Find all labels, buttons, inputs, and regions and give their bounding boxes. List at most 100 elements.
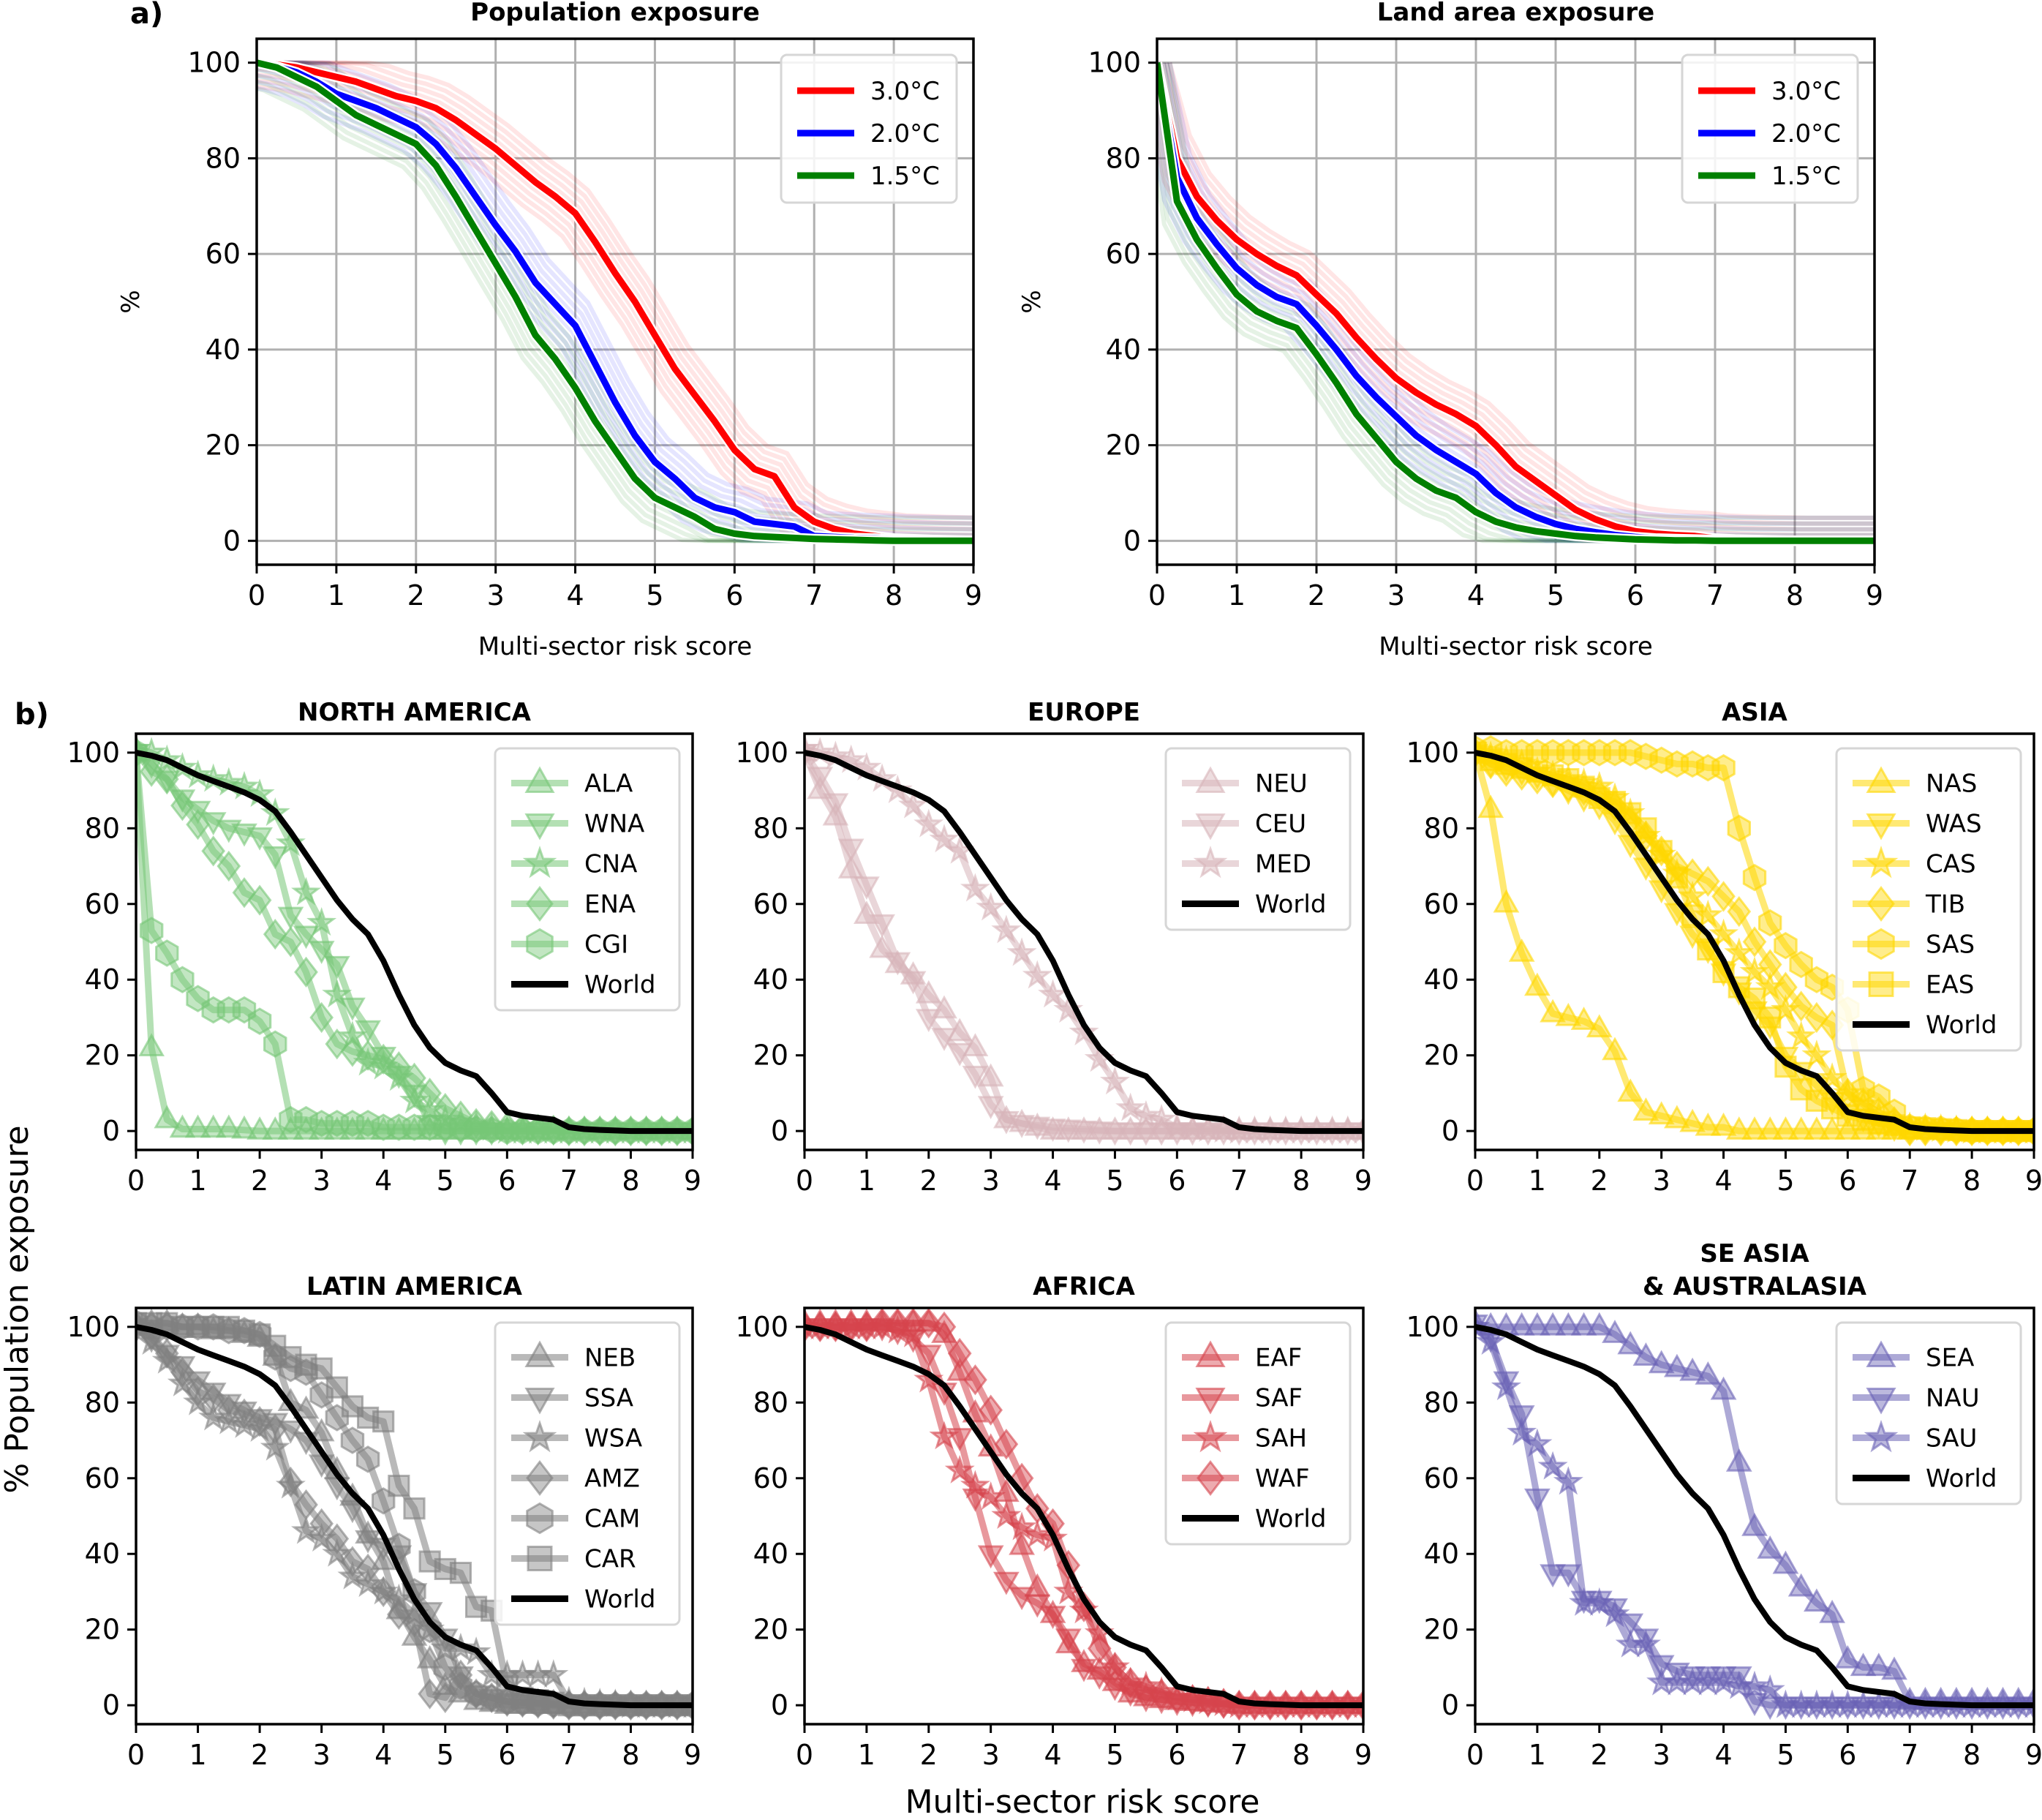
marker-CAS — [1786, 1020, 1817, 1050]
marker-ENA — [387, 1051, 411, 1083]
marker-SEA — [1787, 1573, 1815, 1597]
series-line-3.0°C — [257, 59, 973, 544]
marker-CEU — [807, 767, 834, 790]
legend-item: AMZ — [511, 1460, 640, 1496]
marker-EAF — [946, 1357, 973, 1381]
marker-ALA — [169, 1114, 196, 1138]
marker-MED — [991, 914, 1022, 944]
marker-CGI — [170, 966, 195, 993]
chart-title-line2: & AUSTRALASIA — [1643, 1272, 1867, 1301]
x-tick-label: 8 — [622, 1165, 639, 1197]
legend-label: 2.0°C — [1771, 119, 1841, 148]
marker-SAU — [1600, 1598, 1630, 1628]
marker-WAF — [1134, 1674, 1158, 1706]
marker-MED — [1038, 979, 1069, 1008]
marker-NAS — [1741, 1116, 1768, 1140]
marker-AMZ — [232, 1398, 257, 1429]
y-tick-label: 80 — [206, 142, 241, 174]
y-tick-label: 60 — [1106, 238, 1141, 270]
marker-CNA — [275, 827, 306, 857]
legend-marker-triangle-down — [1866, 1388, 1896, 1415]
marker-SAS — [1742, 863, 1767, 892]
y-tick-label: 100 — [1406, 1311, 1459, 1343]
legend-item: SSA — [511, 1384, 633, 1415]
marker-MED — [929, 824, 960, 853]
marker-ENA — [309, 1001, 334, 1034]
legend-label: SEA — [1926, 1344, 1974, 1373]
x-tick-label: 9 — [1355, 1739, 1372, 1771]
y-tick-label: 100 — [1088, 47, 1141, 79]
marker-NAU — [1524, 1488, 1551, 1512]
legend-label: SAS — [1926, 930, 1975, 960]
marker-WSA — [260, 1432, 290, 1461]
ensemble-member-line — [1158, 62, 1875, 538]
marker-TIB — [1789, 990, 1814, 1022]
marker-SEA — [1648, 1350, 1675, 1374]
marker-CAR — [403, 1497, 426, 1520]
y-tick-label: 60 — [753, 1462, 788, 1494]
marker-WAF — [1118, 1666, 1143, 1699]
legend-label: CNA — [584, 850, 637, 879]
marker-CGI — [263, 1030, 287, 1058]
marker-WNA — [277, 906, 304, 930]
legend: NAS WAS CAS TIB SAS EAS World — [1835, 747, 2022, 1052]
panel-b-ylabel: % Population exposure — [0, 1125, 36, 1493]
legend-item: 1.5°C — [797, 162, 940, 191]
marker-NAU — [1617, 1613, 1644, 1637]
marker-TIB — [1711, 881, 1736, 912]
y-tick-label: 80 — [1424, 1386, 1459, 1418]
legend-marker-triangle-up — [524, 766, 555, 793]
x-tick-label: 3 — [1387, 579, 1405, 612]
ensemble-member-line — [1164, 61, 1875, 526]
marker-NAS — [1757, 1116, 1784, 1140]
y-tick-label: 0 — [1442, 1689, 1459, 1721]
marker-TIB — [1757, 949, 1782, 980]
legend-item: World — [1853, 1011, 1997, 1040]
x-tick-label: 2 — [1308, 579, 1325, 612]
legend-item: EAS — [1853, 971, 1974, 1000]
x-tick-label: 9 — [1866, 579, 1883, 612]
chart-as: ASIA 0 1 2 3 4 5 6 7 8 9 0 20 40 60 80 100 NAS WAS CAS TIB SA… — [1406, 698, 2042, 1197]
y-tick-label: 0 — [1442, 1115, 1459, 1147]
x-tick-label: 6 — [1168, 1165, 1186, 1197]
legend-label: SAF — [1255, 1384, 1303, 1413]
marker-AMZ — [263, 1413, 287, 1445]
legend-marker-hexagon — [526, 1502, 554, 1535]
marker-NEU — [977, 1063, 1004, 1087]
y-tick-label: 100 — [67, 1311, 120, 1343]
x-tick-label: 2 — [407, 579, 425, 612]
x-tick-label: 5 — [437, 1739, 454, 1771]
marker-CAS — [1770, 994, 1801, 1023]
marker-NAS — [1710, 1112, 1737, 1136]
marker-NAS — [1819, 1116, 1845, 1140]
marker-AMZ — [371, 1576, 396, 1608]
marker-ENA — [294, 956, 318, 988]
legend-item: EAF — [1182, 1340, 1302, 1373]
x-tick-label: 7 — [1230, 1165, 1248, 1197]
legend-item: TIB — [1853, 886, 1965, 922]
marker-CAM — [340, 1426, 365, 1454]
legend-marker-star — [1864, 1419, 1899, 1453]
y-tick-label: 100 — [1406, 737, 1459, 769]
chart-title: Land area exposure — [1377, 0, 1655, 27]
x-tick-label: 0 — [248, 579, 265, 612]
marker-WAF — [932, 1311, 957, 1343]
marker-TIB — [1727, 895, 1752, 928]
chart-title: ASIA — [1722, 698, 1787, 727]
marker-NAS — [1586, 1014, 1613, 1038]
x-tick-label: 7 — [560, 1739, 578, 1771]
marker-SAH — [976, 1481, 1006, 1511]
marker-SEA — [1540, 1312, 1566, 1336]
x-tick-label: 8 — [1292, 1739, 1310, 1771]
legend-item: World — [1182, 1505, 1326, 1534]
legend-marker-diamond — [1867, 886, 1895, 922]
marker-SAU — [1475, 1326, 1506, 1355]
ensemble-member-line — [257, 66, 971, 544]
marker-SEA — [1632, 1342, 1659, 1366]
legend-marker-diamond — [526, 1460, 554, 1496]
y-axis-label: % — [116, 290, 146, 313]
legend-box — [1164, 747, 1352, 931]
y-tick-label: 0 — [102, 1689, 120, 1721]
x-tick-label: 2 — [1591, 1165, 1608, 1197]
